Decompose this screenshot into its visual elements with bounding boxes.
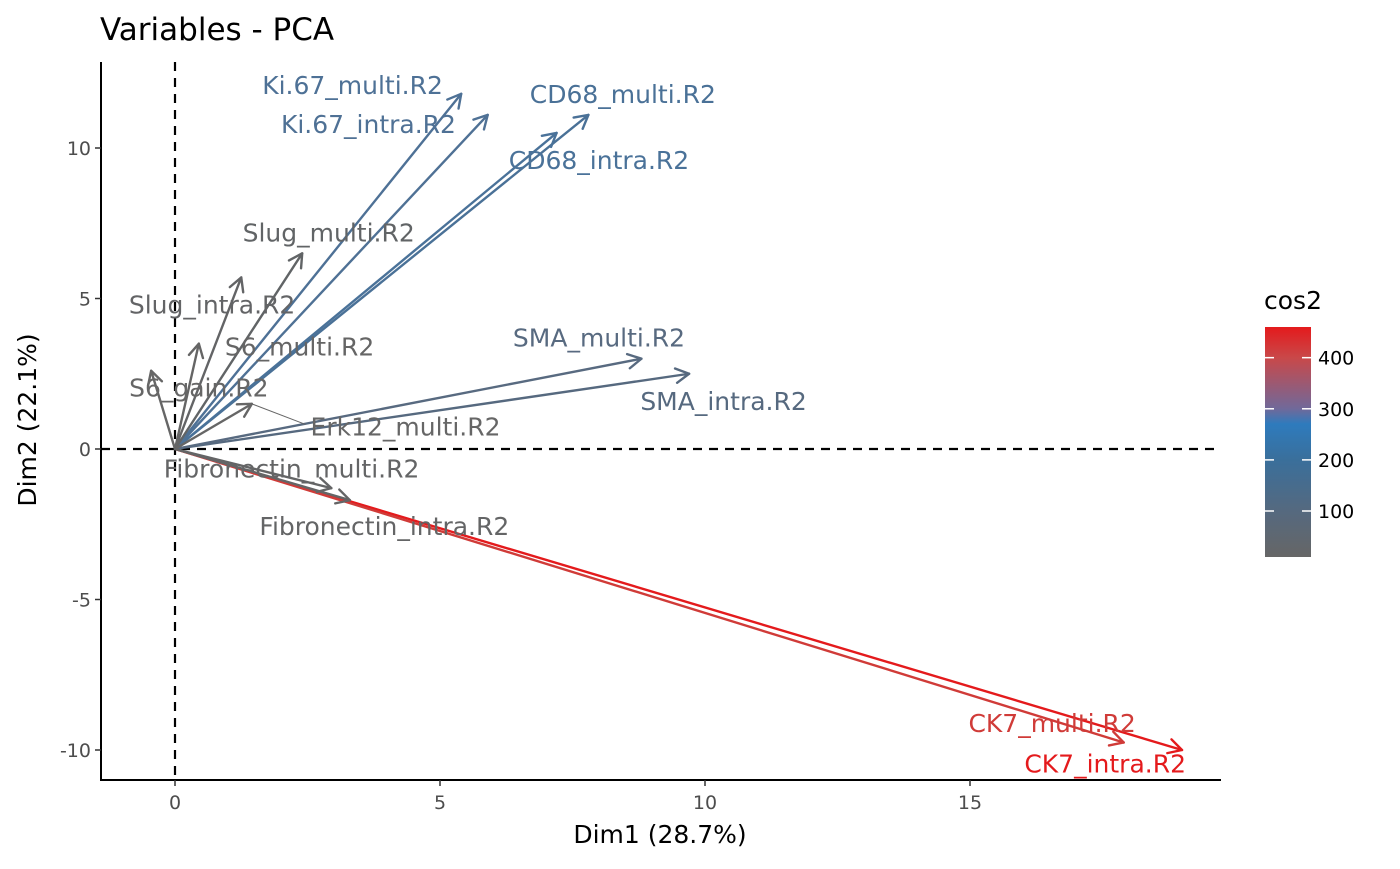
- legend-tick-label: 100: [1318, 501, 1354, 523]
- variable-label: Fibronectin_multi.R2: [164, 455, 420, 484]
- variable-label: Fibronectin_intra.R2: [259, 512, 509, 541]
- arrow-head: [334, 488, 352, 505]
- arrow-head: [446, 92, 463, 110]
- y-tick-label: -5: [72, 590, 91, 612]
- arrow-head: [146, 369, 164, 387]
- y-tick-label: 0: [79, 439, 91, 461]
- arrow-shaft: [173, 402, 254, 451]
- arrow-shaft: [173, 357, 643, 451]
- arrow-ki-67-intra-r2: [173, 113, 489, 451]
- variable-label: S6_gain.R2: [129, 373, 268, 402]
- arrow-shaft: [173, 372, 691, 451]
- arrow-head: [315, 476, 333, 494]
- x-tick-label: 5: [434, 792, 446, 814]
- arrow-head: [228, 276, 245, 294]
- variable-arrows: [146, 92, 1184, 755]
- variable-label: CD68_intra.R2: [509, 146, 689, 175]
- arrow-head: [472, 113, 489, 131]
- variable-labels: Ki.67_multi.R2 Ki.67_intra.R2 CD68_multi.R…: [129, 71, 1186, 779]
- legend-title: cos2: [1264, 286, 1322, 315]
- variable-label: SMA_intra.R2: [640, 387, 806, 416]
- variable-label: CD68_multi.R2: [530, 80, 716, 109]
- arrow-ck7-multi-r2: [173, 447, 1125, 747]
- variable-label: SMA_multi.R2: [513, 324, 685, 353]
- variable-label: S6_multi.R2: [225, 333, 374, 362]
- reference-lines: [101, 62, 1221, 780]
- legend-tick-label: 400: [1318, 348, 1354, 370]
- arrow-head: [1107, 730, 1125, 747]
- arrow-shaft: [173, 131, 558, 451]
- x-tick-label: 15: [958, 792, 982, 814]
- arrow-head: [572, 113, 590, 130]
- arrow-sma-intra-r2: [173, 367, 691, 451]
- arrow-head: [673, 367, 691, 384]
- variable-label: CK7_multi.R2: [968, 709, 1135, 738]
- variable-label: Ki.67_multi.R2: [262, 71, 443, 100]
- variable-label: Erk12_multi.R2: [311, 412, 501, 441]
- arrow-shaft: [173, 113, 489, 451]
- arrow-cd68-intra-r2: [173, 131, 558, 451]
- arrow-shaft: [149, 369, 177, 451]
- legend-colorbar: [1265, 327, 1311, 557]
- arrow-shaft: [173, 447, 1125, 744]
- x-tick-label: 0: [169, 792, 181, 814]
- arrow-shaft: [173, 342, 201, 451]
- arrow-ki-67-multi-r2: [173, 92, 463, 451]
- x-tick-label: 10: [693, 792, 717, 814]
- arrow-s6-multi-r2: [173, 342, 205, 451]
- arrow-shaft: [173, 447, 352, 502]
- cos2-legend: cos2 100 200 300 400: [1264, 286, 1354, 557]
- variable-label: Slug_multi.R2: [243, 218, 415, 247]
- legend-tick-label: 200: [1318, 450, 1354, 472]
- variable-label: CK7_intra.R2: [1024, 750, 1186, 779]
- arrow-shaft: [173, 276, 243, 451]
- arrow-slug-intra-r2: [173, 276, 245, 451]
- y-tick-label: 10: [67, 138, 91, 160]
- arrow-head: [540, 131, 558, 149]
- y-axis-title: Dim2 (22.1%): [13, 333, 42, 506]
- variable-label: Slug_intra.R2: [129, 291, 295, 320]
- y-tick-label: 5: [79, 289, 91, 311]
- legend-tick-label: 300: [1318, 399, 1354, 421]
- arrow-s6-gain-r2: [146, 369, 177, 451]
- arrow-head: [625, 352, 643, 370]
- arrow-head: [187, 342, 205, 360]
- arrow-shaft: [173, 252, 304, 451]
- arrow-slug-multi-r2: [173, 252, 304, 451]
- chart-title: Variables - PCA: [100, 12, 334, 48]
- arrow-head: [287, 252, 304, 270]
- arrow-fibronectin-intra-r2: [173, 447, 352, 505]
- arrow-head: [1166, 738, 1184, 755]
- axes: 0 5 10 15 -10 -5 0 5 10: [60, 62, 1221, 814]
- y-tick-label: -10: [60, 740, 91, 762]
- label-connector: [251, 403, 306, 425]
- arrow-shaft: [173, 92, 463, 451]
- variable-label: Ki.67_intra.R2: [281, 110, 456, 139]
- arrow-sma-multi-r2: [173, 352, 643, 451]
- x-axis-title: Dim1 (28.7%): [573, 820, 746, 849]
